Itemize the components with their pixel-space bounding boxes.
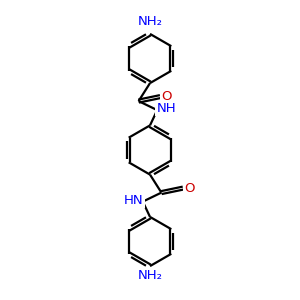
Text: NH: NH [156,102,176,115]
Text: O: O [161,90,172,103]
Text: NH₂: NH₂ [137,15,163,28]
Text: HN: HN [124,194,144,207]
Text: NH₂: NH₂ [137,268,163,282]
Text: O: O [184,182,195,195]
